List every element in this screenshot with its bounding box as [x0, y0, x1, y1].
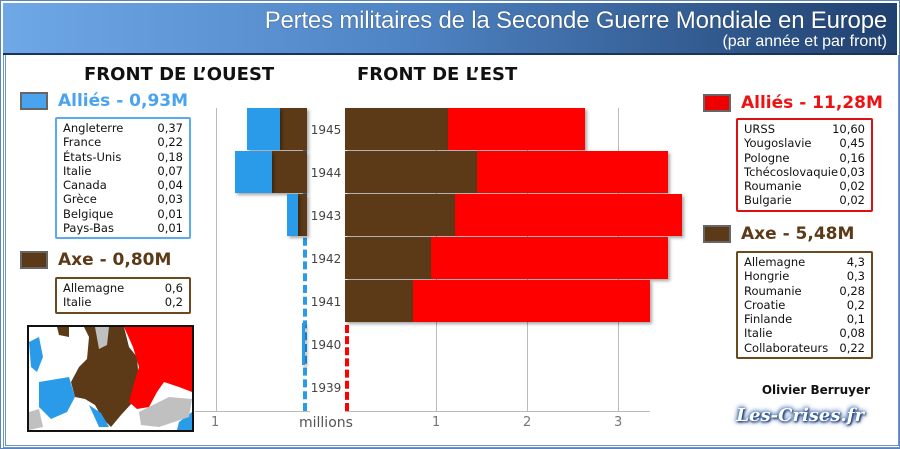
legend-row: Allemagne 4,3: [744, 255, 865, 269]
content-border: [3, 55, 900, 448]
west-front-heading: FRONT DE L’OUEST: [84, 64, 275, 85]
west-axis-table: Allemagne 0,6 Italie 0,2: [55, 277, 191, 314]
country-name: Finlande: [744, 312, 793, 327]
legend-row: Roumanie 0,02: [744, 179, 865, 193]
author-credit: Olivier Berruyer: [761, 383, 870, 397]
loss-value: 0,03: [157, 192, 183, 207]
country-name: Collaborateurs: [744, 340, 829, 355]
loss-value: 0,16: [839, 150, 865, 165]
loss-value: 0,01: [157, 206, 183, 221]
blue-swatch-icon: [20, 92, 48, 110]
loss-value: 0,6: [164, 281, 183, 295]
title-bar: Pertes militaires de la Seconde Guerre M…: [3, 3, 897, 55]
legend-row: Italie 0,2: [63, 295, 183, 309]
country-name: États-Unis: [63, 149, 122, 164]
brown-swatch-icon: [703, 225, 731, 243]
country-name: France: [63, 135, 102, 150]
legend-row: Roumanie 0,28: [744, 284, 865, 298]
legend-row: Finlande 0,1: [744, 312, 865, 326]
legend-east-allies-title: Alliés - 11,28M: [741, 93, 883, 113]
loss-value: 0,2: [164, 295, 183, 310]
legend-west-allies-title: Alliés - 0,93M: [58, 91, 189, 111]
country-name: Italie: [744, 326, 773, 341]
chart-title: Pertes militaires de la Seconde Guerre M…: [264, 7, 887, 34]
legend-row: Bulgarie 0,02: [744, 193, 865, 207]
loss-value: 0,08: [839, 326, 865, 341]
legend-row: URSS 10,60: [744, 122, 865, 136]
west-allies-table: Angleterre 0,37 France 0,22 États-Unis 0,18 It…: [55, 117, 191, 240]
legend-row: France 0,22: [63, 135, 183, 149]
legend-row: Italie 0,08: [744, 326, 865, 340]
loss-value: 0,22: [839, 340, 865, 355]
loss-value: 0,1: [846, 312, 865, 327]
red-swatch-icon: [703, 94, 731, 112]
country-name: Pologne: [744, 150, 790, 165]
loss-value: 0,45: [839, 136, 865, 151]
loss-value: 10,60: [832, 122, 865, 136]
country-name: Hongrie: [744, 269, 790, 284]
country-name: URSS: [744, 122, 776, 136]
legend-row: Hongrie 0,3: [744, 269, 865, 283]
country-name: Yougoslavie: [744, 136, 812, 151]
legend-row: Pays-Bas 0,01: [63, 221, 183, 235]
loss-value: 0,01: [157, 221, 183, 236]
loss-value: 0,02: [839, 193, 865, 208]
east-front-heading: FRONT DE L’EST: [357, 64, 518, 85]
legend-row: Pologne 0,16: [744, 151, 865, 165]
legend-row: Collaborateurs 0,22: [744, 341, 865, 355]
legend-row: Belgique 0,01: [63, 207, 183, 221]
country-name: Angleterre: [63, 121, 124, 135]
legend-row: Allemagne 0,6: [63, 281, 183, 295]
legend-row: Tchécoslovaquie 0,03: [744, 165, 865, 179]
site-logo[interactable]: Les-Crises.fr: [736, 405, 864, 426]
loss-value: 0,37: [157, 121, 183, 135]
country-name: Tchécoslovaquie: [744, 164, 839, 179]
country-name: Pays-Bas: [63, 221, 114, 236]
legend-east-allies: Alliés - 11,28M: [703, 93, 883, 113]
loss-value: 0,18: [157, 149, 183, 164]
legend-row: Italie 0,07: [63, 164, 183, 178]
legend-row: Yougoslavie 0,45: [744, 136, 865, 150]
country-name: Croatie: [744, 297, 786, 312]
loss-value: 0,04: [157, 178, 183, 193]
country-name: Roumanie: [744, 283, 802, 298]
legend-west-axis-title: Axe - 0,80M: [58, 250, 172, 270]
country-name: Grèce: [63, 192, 97, 207]
legend-west-allies: Alliés - 0,93M: [20, 91, 188, 111]
loss-value: 0,07: [157, 163, 183, 178]
legend-west-axis: Axe - 0,80M: [20, 250, 171, 270]
east-axis-table: Allemagne 4,3 Hongrie 0,3 Roumanie 0,28 Croati…: [736, 251, 873, 360]
country-name: Roumanie: [744, 179, 802, 194]
legend-row: Grèce 0,03: [63, 192, 183, 206]
loss-value: 0,02: [839, 179, 865, 194]
country-name: Canada: [63, 178, 107, 193]
country-name: Allemagne: [63, 281, 125, 295]
legend-row: Angleterre 0,37: [63, 121, 183, 135]
loss-value: 0,22: [157, 135, 183, 150]
legend-row: Canada 0,04: [63, 178, 183, 192]
legend-row: États-Unis 0,18: [63, 150, 183, 164]
chart-subtitle: (par année et par front): [722, 33, 887, 50]
country-name: Bulgarie: [744, 193, 792, 208]
loss-value: 0,2: [846, 297, 865, 312]
legend-row: Croatie 0,2: [744, 298, 865, 312]
loss-value: 0,28: [839, 283, 865, 298]
legend-east-axis-title: Axe - 5,48M: [741, 224, 855, 244]
europe-map-icon: [29, 327, 192, 430]
brown-swatch-icon: [20, 251, 48, 269]
loss-value: 0,03: [839, 164, 865, 179]
country-name: Italie: [63, 163, 92, 178]
country-name: Belgique: [63, 206, 114, 221]
legend-east-axis: Axe - 5,48M: [703, 224, 854, 244]
country-name: Italie: [63, 295, 92, 310]
east-allies-table: URSS 10,60 Yougoslavie 0,45 Pologne 0,16 Tchéc…: [736, 118, 873, 212]
loss-value: 0,3: [846, 269, 865, 284]
loss-value: 4,3: [846, 255, 865, 269]
country-name: Allemagne: [744, 255, 806, 269]
europe-map-image: [27, 325, 194, 432]
